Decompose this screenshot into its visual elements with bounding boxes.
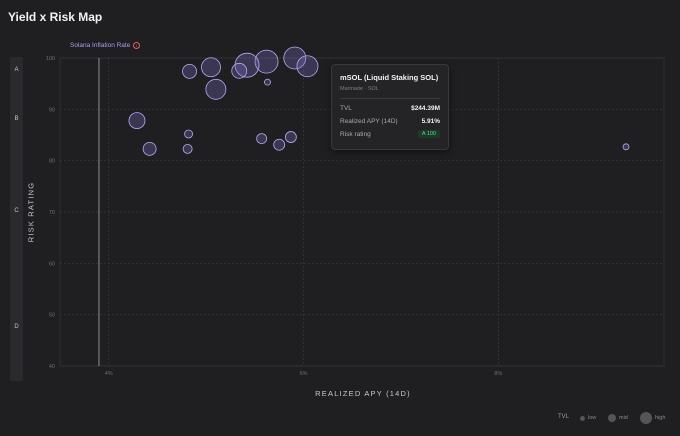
tooltip-apy-value: 5.91%: [421, 118, 440, 125]
x-tick-label: 4%: [105, 371, 113, 377]
data-bubble: [231, 62, 248, 79]
x-axis-label: REALIZED APY (14D): [315, 389, 411, 398]
legend-item-mid: mid: [608, 411, 628, 425]
data-bubble: [184, 129, 193, 139]
tooltip-divider: [340, 98, 440, 99]
data-bubble: [284, 131, 297, 143]
legend-title: TVL: [558, 414, 570, 420]
y-tick-label: 50: [49, 313, 55, 319]
tooltip-apy-label: Realized APY (14D): [340, 118, 398, 125]
data-bubble: [296, 55, 319, 78]
rating-letter-b: B: [14, 115, 19, 122]
legend-item-low: low: [580, 411, 596, 425]
data-bubble: [182, 63, 197, 79]
legend-item-high: high: [640, 411, 665, 425]
legend-dot-low: [580, 415, 585, 421]
y-tick-label: 60: [49, 261, 55, 267]
y-tick-label: 70: [49, 210, 55, 216]
data-bubble: [264, 78, 271, 86]
y-tick-label: 40: [49, 364, 55, 370]
y-tick-label: 100: [46, 56, 55, 62]
tooltip-subtitle: Marinade · SOL: [340, 86, 379, 92]
data-bubble: [622, 143, 630, 151]
tooltip-row-tvl: TVL $244.39M: [340, 105, 440, 115]
x-tick-label: 8%: [494, 371, 502, 377]
tooltip-row-risk: Risk rating A 100: [340, 130, 440, 141]
data-bubble: [256, 133, 268, 144]
legend-dot-mid: [608, 414, 616, 422]
rating-letter-c: C: [14, 208, 19, 214]
y-tick-label: 80: [49, 159, 55, 165]
tooltip-tvl-value: $244.39M: [411, 105, 440, 112]
data-bubble: [182, 143, 193, 154]
tooltip-tvl-label: TVL: [340, 105, 352, 112]
data-bubble: [234, 52, 260, 78]
tooltip-row-apy: Realized APY (14D) 5.91%: [340, 118, 440, 128]
inflation-rate-label[interactable]: Solana Inflation Rate i: [70, 42, 141, 49]
tooltip-risk-label: Risk rating: [340, 131, 371, 138]
inflation-rate-text: Solana Inflation Rate: [70, 42, 131, 49]
data-bubble: [283, 46, 307, 70]
legend-label-low: low: [588, 415, 597, 421]
tooltip-title: mSOL (Liquid Staking SOL): [340, 73, 439, 82]
risk-rating-band: [10, 57, 23, 381]
bubble-tooltip: mSOL (Liquid Staking SOL) Marinade · SOL…: [331, 64, 449, 150]
data-bubble: [273, 138, 286, 151]
data-bubble: [142, 141, 157, 156]
legend-label-mid: mid: [619, 415, 628, 421]
data-bubble: [205, 78, 227, 100]
risk-badge: A 100: [417, 130, 440, 138]
data-bubble: [254, 49, 279, 74]
legend-dot-high: [640, 412, 652, 424]
rating-letter-a: A: [14, 66, 19, 73]
y-tick-label: 90: [49, 107, 55, 113]
data-bubble: [201, 57, 221, 78]
info-icon[interactable]: i: [133, 42, 141, 49]
page-title: Yield x Risk Map: [8, 10, 103, 24]
rating-letter-d: D: [14, 323, 19, 330]
x-tick-label: 6%: [300, 371, 308, 377]
data-bubble: [128, 112, 146, 130]
legend-label-high: high: [655, 415, 666, 421]
